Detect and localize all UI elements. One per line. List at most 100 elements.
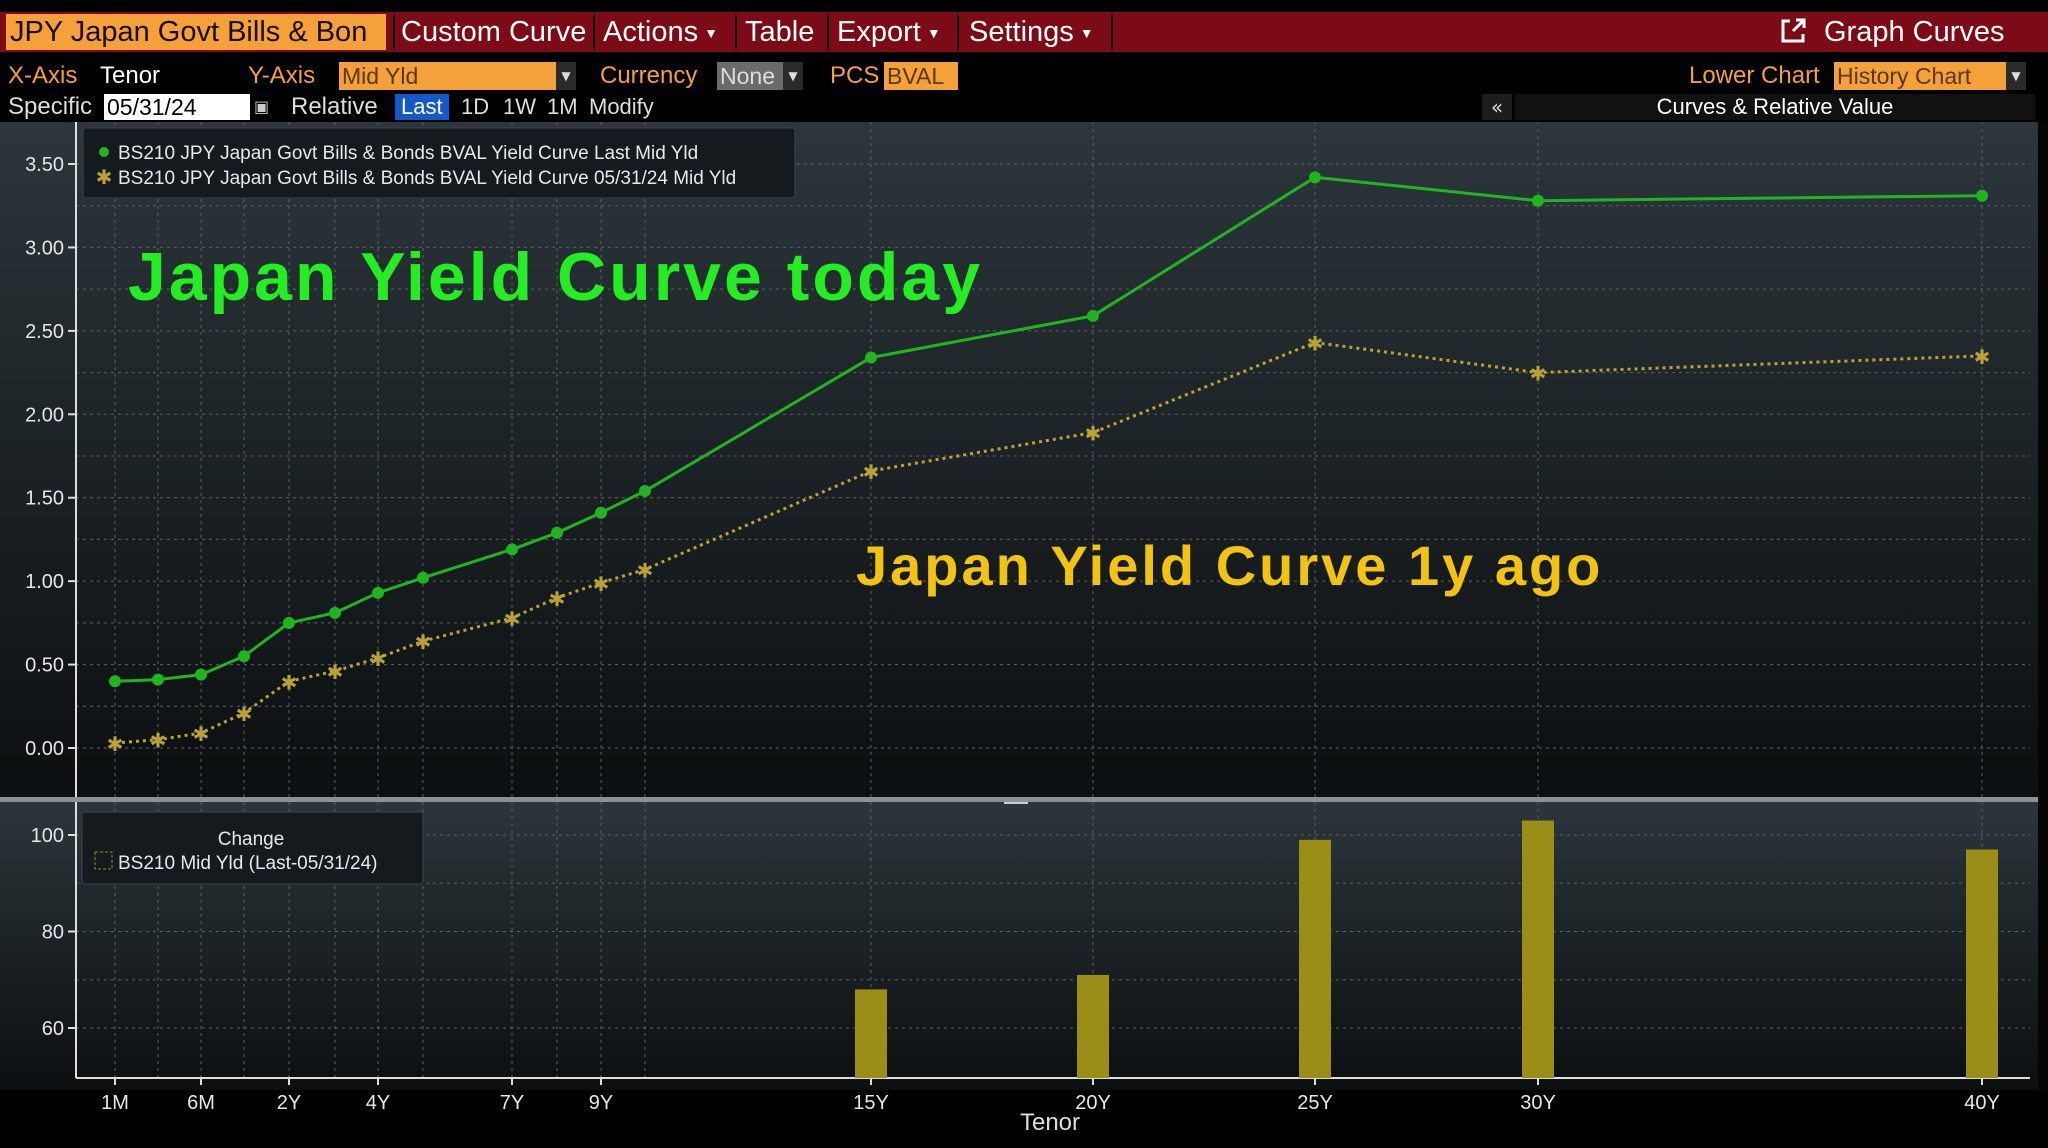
data-point-today <box>195 668 207 681</box>
panel-splitter[interactable] <box>0 797 2048 802</box>
y-tick-label: 3.00 <box>25 237 64 259</box>
calendar-icon[interactable]: ▣ <box>254 97 270 116</box>
export-label: Export <box>837 16 921 48</box>
graph-curves-button[interactable]: Graph Curves <box>1778 14 2005 50</box>
data-point-today <box>1087 309 1099 322</box>
data-point-year-ago: ✱ <box>1085 424 1102 446</box>
data-point-year-ago: ✱ <box>1974 347 1991 369</box>
pcs-label: PCS <box>830 62 880 89</box>
x-tick-label: 15Y <box>853 1092 889 1114</box>
export-menu[interactable]: Export ▼ <box>837 14 941 50</box>
data-point-today <box>417 571 429 584</box>
data-point-today <box>865 351 877 364</box>
x-tick-label: 25Y <box>1297 1092 1333 1114</box>
y-tick-label: 80 <box>42 922 64 944</box>
menu-divider <box>393 14 395 50</box>
data-point-year-ago: ✱ <box>415 632 432 654</box>
legend-dot-icon <box>99 147 109 157</box>
data-point-year-ago: ✱ <box>281 672 298 694</box>
scrollbar[interactable] <box>2038 122 2048 1092</box>
y-tick-label: 1.50 <box>25 488 64 510</box>
data-point-today <box>372 586 384 599</box>
relative-label: Relative <box>291 93 378 120</box>
data-point-today <box>1532 194 1544 207</box>
pcs-field[interactable]: BVAL <box>884 62 958 90</box>
specific-label: Specific <box>8 93 93 120</box>
currency-label: Currency <box>600 62 698 89</box>
data-point-year-ago: ✱ <box>107 734 124 756</box>
actions-menu[interactable]: Actions ▼ <box>603 14 718 50</box>
data-point-today <box>1976 189 1988 202</box>
data-point-year-ago: ✱ <box>593 574 610 596</box>
upper-chart-panel <box>0 122 2048 797</box>
data-point-year-ago: ✱ <box>549 589 566 611</box>
x-tick-label: 9Y <box>589 1092 613 1114</box>
y-tick-label: 3.50 <box>25 154 64 176</box>
x-tick-label: 40Y <box>1964 1092 2000 1114</box>
menu-divider <box>593 14 595 50</box>
data-point-year-ago: ✱ <box>504 609 521 631</box>
data-point-today <box>551 526 563 539</box>
change-bar <box>1522 820 1554 1078</box>
relative-1m-button[interactable]: 1M <box>547 94 578 119</box>
data-point-year-ago: ✱ <box>1530 364 1547 386</box>
menu-bar-right <box>1113 12 2048 52</box>
collapse-panel-button[interactable]: « <box>1482 94 1512 120</box>
data-point-year-ago: ✱ <box>637 560 654 582</box>
upper-legend: BS210 JPY Japan Govt Bills & Bonds BVAL … <box>82 127 796 199</box>
table-menu[interactable]: Table <box>745 14 814 50</box>
currency-select[interactable]: None <box>717 62 783 90</box>
caret-down-icon: ▼ <box>1079 25 1094 42</box>
y-tick-label: 0.00 <box>25 738 64 760</box>
relative-last-button[interactable]: Last <box>395 94 449 120</box>
series-line-year-ago <box>114 340 1983 745</box>
dropdown-arrow-icon[interactable]: ▼ <box>556 62 576 90</box>
legend-star-icon: ✱ <box>96 167 113 189</box>
menu-divider <box>735 14 737 50</box>
annotation-today: Japan Yield Curve today <box>128 239 983 315</box>
data-point-today <box>506 543 518 556</box>
modify-button[interactable]: Modify <box>589 94 654 119</box>
menu-divider <box>1111 14 1113 50</box>
lower-chart-select[interactable]: History Chart <box>1834 62 2006 90</box>
data-point-year-ago: ✱ <box>1307 334 1324 356</box>
data-point-today <box>238 650 250 663</box>
relative-1w-button[interactable]: 1W <box>503 94 536 119</box>
graph-curves-label: Graph Curves <box>1824 16 2005 48</box>
settings-menu[interactable]: Settings ▼ <box>969 14 1094 50</box>
data-point-today <box>1309 171 1321 184</box>
axes: 0.00 0.50 1.00 1.50 2.00 2.50 3.00 3.50 60 80 100 1… <box>25 122 2030 1114</box>
security-tab[interactable]: JPY Japan Govt Bills & Bon <box>6 14 386 50</box>
change-bar <box>855 989 887 1078</box>
popout-icon <box>1781 18 1806 43</box>
data-point-year-ago: ✱ <box>370 649 387 671</box>
dropdown-arrow-icon[interactable]: ▼ <box>2006 62 2026 90</box>
lower-chart-label: Lower Chart <box>1689 62 1820 89</box>
y-tick-label: 1.00 <box>25 571 64 593</box>
x-axis-value[interactable]: Tenor <box>100 62 161 89</box>
x-tick-label: 4Y <box>366 1092 390 1114</box>
change-bar <box>1299 839 1331 1078</box>
y-tick-label: 2.00 <box>25 404 64 426</box>
series: ✱ ✱ ✱ ✱ ✱ ✱ ✱ ✱ ✱ ✱ ✱ ✱ ✱ ✱ ✱ ✱ ✱ <box>107 171 1998 1078</box>
data-point-today <box>595 506 607 519</box>
relative-1d-button[interactable]: 1D <box>461 94 490 119</box>
data-point-today <box>329 606 341 619</box>
data-point-year-ago: ✱ <box>236 704 253 726</box>
actions-label: Actions <box>603 16 699 48</box>
x-tick-label: 20Y <box>1075 1092 1111 1114</box>
specific-date-input[interactable]: 05/31/24 <box>104 94 250 120</box>
change-bar <box>1966 849 1998 1078</box>
custom-curve-menu[interactable]: Custom Curve <box>401 14 586 50</box>
data-point-today <box>109 675 121 688</box>
x-tick-label: 7Y <box>500 1092 524 1114</box>
lower-legend-title: Change <box>218 829 285 850</box>
x-tick-label: 30Y <box>1520 1092 1556 1114</box>
x-tick-label: 2Y <box>277 1092 301 1114</box>
y-axis-select[interactable]: Mid Yld <box>339 62 556 90</box>
lower-legend: Change BS210 Mid Yld (Last-05/31/24) <box>81 811 424 885</box>
dropdown-arrow-icon[interactable]: ▼ <box>783 62 803 90</box>
grid-lines <box>76 122 2030 1078</box>
data-point-year-ago: ✱ <box>327 662 344 684</box>
